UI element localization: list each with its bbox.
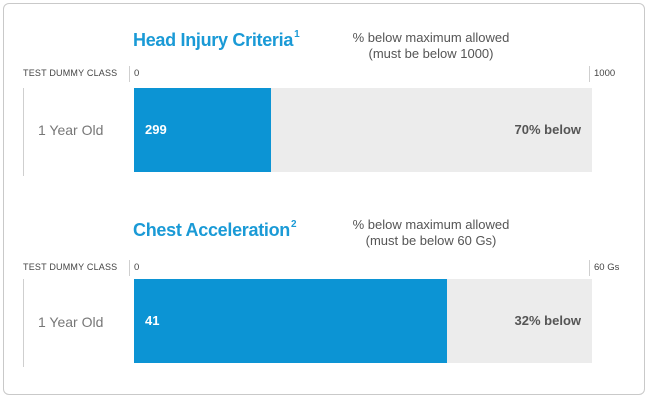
category-label: 1 Year Old: [38, 122, 104, 138]
axis-line: [589, 260, 590, 276]
tick-label-min: 0: [134, 68, 140, 79]
subtitle-line: % below maximum allowed: [352, 30, 510, 45]
subtitle-line: (must be below 1000): [368, 46, 494, 61]
footnote-marker: 1: [294, 29, 300, 40]
category-header: TEST DUMMY CLASS: [23, 262, 118, 272]
axis-line: [129, 260, 130, 276]
bar-track: 41 32% below: [134, 279, 592, 363]
tick-label-min: 0: [134, 262, 140, 273]
row-separator: [23, 279, 24, 367]
subtitle-line: (must be below 60 Gs): [365, 233, 497, 248]
chart-title: Head Injury Criteria1: [133, 29, 300, 50]
axis-line: [589, 66, 590, 82]
chart-title: Chest Acceleration2: [133, 219, 297, 240]
bar: [134, 279, 447, 363]
row-separator: [23, 88, 24, 176]
subtitle-line: % below maximum allowed: [352, 217, 510, 232]
category-header: TEST DUMMY CLASS: [23, 68, 118, 78]
bar: [134, 88, 271, 172]
tick-label-max: 60 Gs: [594, 262, 620, 273]
chart-panel-chest-acceleration: Chest Acceleration2 % below maximum allo…: [0, 188, 650, 378]
data-label-below: 70% below: [514, 122, 581, 137]
category-label: 1 Year Old: [38, 314, 104, 330]
data-label-below: 32% below: [514, 313, 581, 328]
data-label-value: 41: [145, 313, 160, 328]
bar-track: 299 70% below: [134, 88, 592, 172]
data-label-value: 299: [145, 122, 167, 137]
chart-subtitle: % below maximum allowed (must be below 1…: [336, 30, 526, 62]
tick-label-max: 1000: [594, 68, 616, 79]
axis-line: [129, 66, 130, 82]
chart-panel-head-injury: Head Injury Criteria1 % below maximum al…: [0, 0, 650, 190]
chart-frame: [3, 3, 645, 395]
footnote-marker: 2: [291, 219, 297, 230]
chart-subtitle: % below maximum allowed (must be below 6…: [336, 217, 526, 249]
